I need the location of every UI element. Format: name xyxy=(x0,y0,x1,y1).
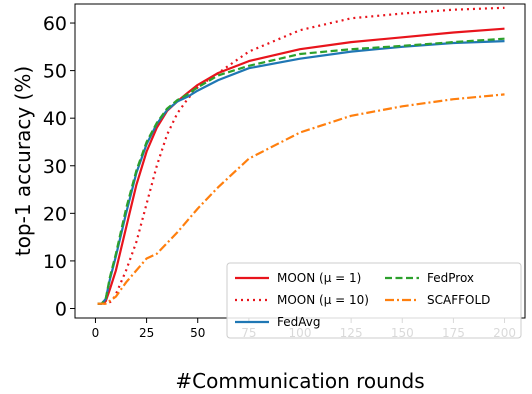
legend-label: MOON (μ = 10) xyxy=(277,293,369,307)
series-lines xyxy=(97,6,505,305)
series-line-1 xyxy=(97,6,505,305)
legend-label: MOON (μ = 1) xyxy=(277,271,361,285)
x-tick-label: 25 xyxy=(139,326,154,340)
x-tick-label: 0 xyxy=(92,326,100,340)
y-tick-label: 30 xyxy=(43,156,67,178)
legend: MOON (μ = 1) FedProx MOON (μ = 10) SCAFFOLD… xyxy=(226,262,522,339)
x-axis-title: #Communication rounds xyxy=(175,369,424,393)
legend-label: SCAFFOLD xyxy=(427,293,490,307)
series-line-0 xyxy=(97,27,505,305)
y-tick-label: 0 xyxy=(55,298,67,320)
y-tick-label: 60 xyxy=(43,13,67,35)
legend-label: FedAvg xyxy=(277,315,320,329)
series-line-4 xyxy=(97,93,505,305)
series-line-3 xyxy=(97,37,505,305)
y-axis-title: top-1 accuracy (%) xyxy=(11,66,35,256)
y-tick-label: 20 xyxy=(43,203,67,225)
y-tick-label: 10 xyxy=(43,251,67,273)
legend-label: FedProx xyxy=(427,271,474,285)
y-tick-label: 50 xyxy=(43,61,67,83)
x-tick-label: 50 xyxy=(190,326,205,340)
y-tick-label: 40 xyxy=(43,108,67,130)
legend-box xyxy=(226,262,522,339)
